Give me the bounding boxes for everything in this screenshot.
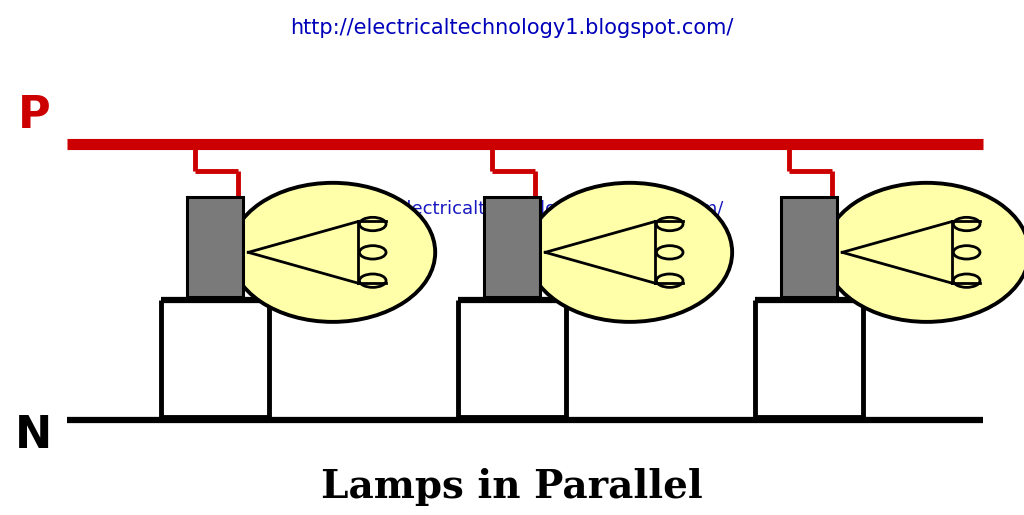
Text: N: N: [15, 414, 52, 457]
Text: http://electricaltechnology1.blogspot.com/: http://electricaltechnology1.blogspot.co…: [291, 19, 733, 38]
Text: Lamps in Parallel: Lamps in Parallel: [322, 468, 702, 506]
Ellipse shape: [527, 183, 732, 322]
Ellipse shape: [824, 183, 1024, 322]
Ellipse shape: [230, 183, 435, 322]
Text: P: P: [17, 94, 50, 138]
FancyBboxPatch shape: [483, 197, 541, 298]
Text: http://electricaltechnology1.blogspot.com/: http://electricaltechnology1.blogspot.co…: [341, 200, 724, 217]
FancyBboxPatch shape: [186, 197, 244, 298]
FancyBboxPatch shape: [781, 197, 838, 298]
